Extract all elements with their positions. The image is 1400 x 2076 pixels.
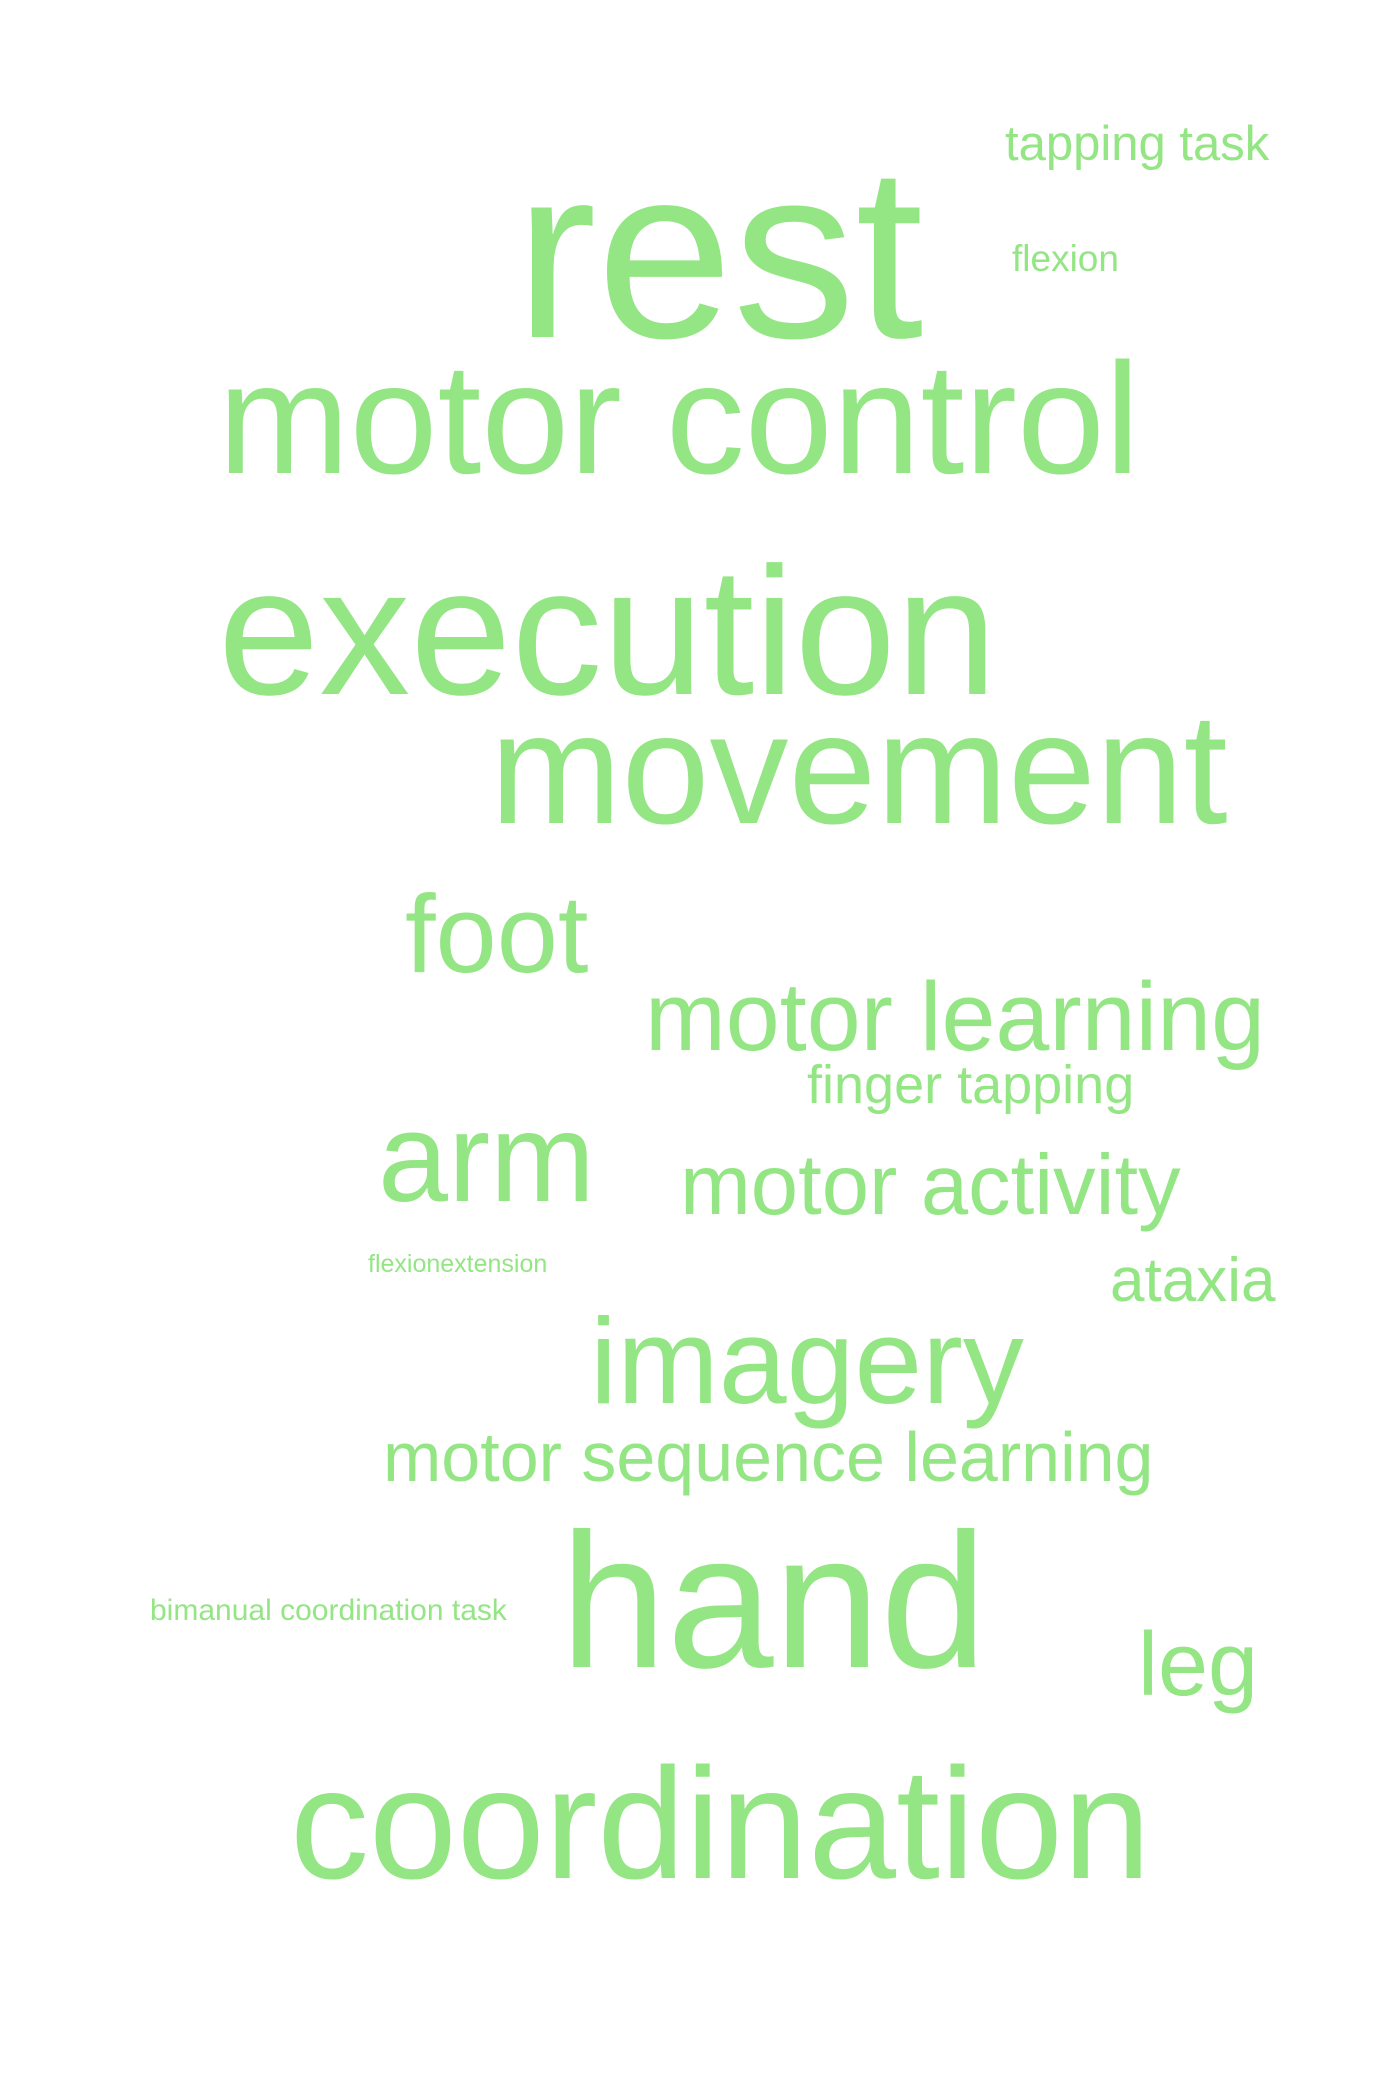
word-arm: arm <box>378 1087 595 1228</box>
word-flexion: flexion <box>1012 238 1119 279</box>
word-motor-sequence-learning: motor sequence learning <box>383 1418 1154 1496</box>
word-leg: leg <box>1138 1615 1259 1715</box>
word-rest: rest <box>515 115 924 389</box>
word-finger-tapping: finger tapping <box>807 1055 1135 1115</box>
word-motor-activity: motor activity <box>680 1138 1181 1233</box>
word-bimanual-coordination-task: bimanual coordination task <box>150 1594 507 1627</box>
word-tapping-task: tapping task <box>1005 117 1270 171</box>
word-movement: movement <box>490 681 1228 857</box>
word-coordination: coordination <box>290 1736 1151 1912</box>
word-foot: foot <box>405 873 589 996</box>
word-ataxia: ataxia <box>1110 1246 1276 1315</box>
word-motor-control: motor control <box>218 331 1141 507</box>
word-hand: hand <box>560 1493 988 1708</box>
word-flexionextension: flexionextension <box>368 1250 548 1278</box>
word-motor-learning: motor learning <box>645 962 1266 1071</box>
word-execution: execution <box>218 529 998 733</box>
word-imagery: imagery <box>590 1293 1024 1429</box>
